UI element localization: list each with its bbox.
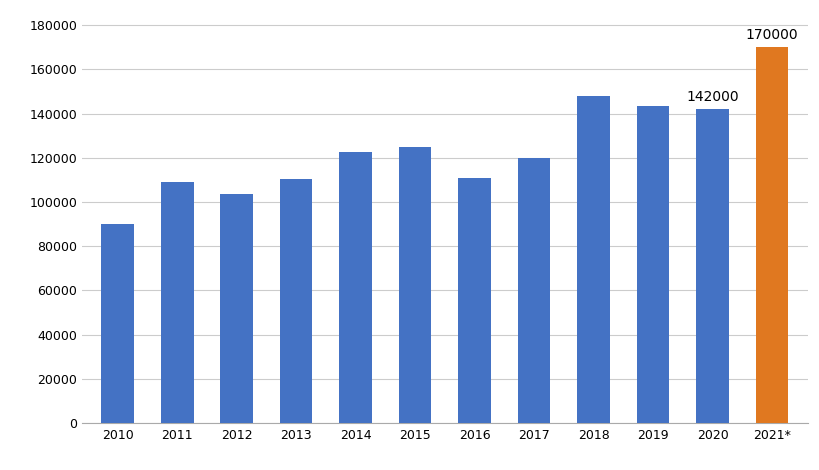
Bar bbox=[161, 182, 193, 423]
Bar bbox=[458, 178, 491, 423]
Bar bbox=[636, 106, 668, 423]
Bar bbox=[577, 96, 609, 423]
Bar bbox=[755, 47, 787, 423]
Text: 142000: 142000 bbox=[686, 90, 738, 103]
Bar bbox=[220, 194, 253, 423]
Bar bbox=[695, 109, 728, 423]
Bar bbox=[279, 179, 312, 423]
Bar bbox=[102, 224, 133, 423]
Text: 170000: 170000 bbox=[744, 28, 798, 42]
Bar bbox=[398, 147, 431, 423]
Bar bbox=[517, 158, 550, 423]
Bar bbox=[339, 152, 372, 423]
